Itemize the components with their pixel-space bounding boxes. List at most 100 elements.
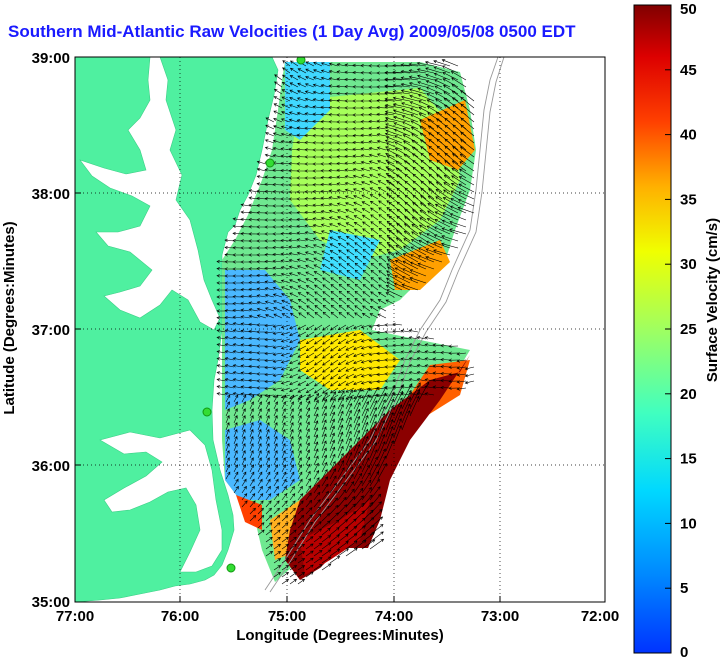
velocity-arrow [297,464,302,473]
velocity-arrow [329,366,339,373]
velocity-arrow [338,276,347,284]
velocity-arrow [411,216,427,228]
velocity-arrow [352,63,363,68]
velocity-arrow [360,113,371,117]
velocity-arrow [376,153,387,158]
velocity-arrow [329,263,339,270]
velocity-arrow [418,239,435,249]
velocity-arrow [338,311,347,319]
velocity-arrow [297,565,306,571]
velocity-arrow [416,371,427,375]
velocity-arrow [265,408,270,417]
velocity-arrow [369,463,379,480]
velocity-arrow [360,147,371,151]
velocity-arrow [362,242,371,249]
velocity-arrow [384,337,395,341]
velocity-arrow [248,294,259,298]
velocity-arrow [233,471,239,480]
velocity-arrow [354,242,363,249]
velocity-arrow [412,202,427,214]
velocity-arrow [224,245,235,250]
velocity-arrow [353,525,366,536]
velocity-arrow [297,514,305,522]
velocity-arrow [345,222,355,228]
velocity-arrow [233,428,238,438]
velocity-arrow [346,297,355,305]
velocity-arrow [337,366,347,373]
velocity-arrow [400,336,411,340]
velocity-arrow [338,270,347,277]
velocity-arrow [329,556,341,564]
velocity-arrow [346,263,355,270]
velocity-arrow [280,147,291,151]
velocity-arrow [241,493,248,501]
velocity-arrow [216,371,227,375]
velocity-arrow [428,166,443,179]
velocity-arrow [418,224,435,235]
velocity-arrow [241,500,248,508]
velocity-arrow [216,357,227,361]
velocity-arrow [368,380,379,384]
velocity-arrow [312,98,323,102]
velocity-arrow [289,306,299,312]
velocity-arrow [433,72,451,81]
velocity-arrow [337,249,347,256]
velocity-arrow [353,480,363,494]
velocity-arrow [386,161,403,172]
velocity-arrow [384,344,395,348]
velocity-arrow [305,264,315,270]
velocity-arrow [257,464,262,473]
velocity-arrow [322,380,331,387]
velocity-arrow [321,419,327,431]
velocity-arrow [427,195,443,207]
velocity-arrow [370,234,379,242]
velocity-arrow [305,456,311,466]
velocity-arrow [273,493,280,501]
velocity-arrow [408,69,427,74]
velocity-arrow [410,254,427,263]
velocity-arrow [281,450,286,459]
velocity-arrow [361,407,369,424]
velocity-arrow [362,276,371,284]
velocity-arrow [256,386,267,390]
velocity-arrow [313,484,320,494]
velocity-arrow [281,81,291,88]
velocity-arrow [272,245,283,250]
velocity-arrow [448,365,459,369]
velocity-arrow [233,394,239,403]
velocity-arrow [257,401,262,410]
velocity-arrow [344,195,355,200]
velocity-arrow [224,302,235,306]
velocity-arrow [289,435,294,445]
velocity-arrow [248,308,259,312]
velocity-arrow [305,331,315,338]
velocity-arrow [448,372,459,376]
velocity-arrow [345,473,354,487]
velocity-arrow [337,352,347,359]
velocity-arrow [282,60,291,67]
velocity-arrow [400,89,419,95]
velocity-arrow [289,373,299,379]
velocity-arrow [241,428,246,438]
velocity-arrow [329,411,336,424]
velocity-arrow [280,279,291,284]
velocity-arrow [360,380,371,385]
velocity-arrow [313,469,319,480]
velocity-arrow [281,572,290,578]
velocity-arrow [216,322,227,326]
velocity-arrow [312,162,322,166]
velocity-arrow [460,90,475,102]
velocity-arrow [314,311,323,319]
velocity-arrow [305,278,315,284]
velocity-arrow [448,358,459,362]
velocity-arrow [257,493,264,501]
velocity-arrow [337,216,347,221]
velocity-arrow [328,69,339,74]
velocity-arrow [353,408,361,424]
velocity-arrow [448,344,459,348]
velocity-arrow [272,373,283,377]
velocity-arrow [232,357,243,361]
velocity-arrow [441,235,459,242]
velocity-arrow [394,259,411,270]
velocity-arrow [362,248,371,256]
